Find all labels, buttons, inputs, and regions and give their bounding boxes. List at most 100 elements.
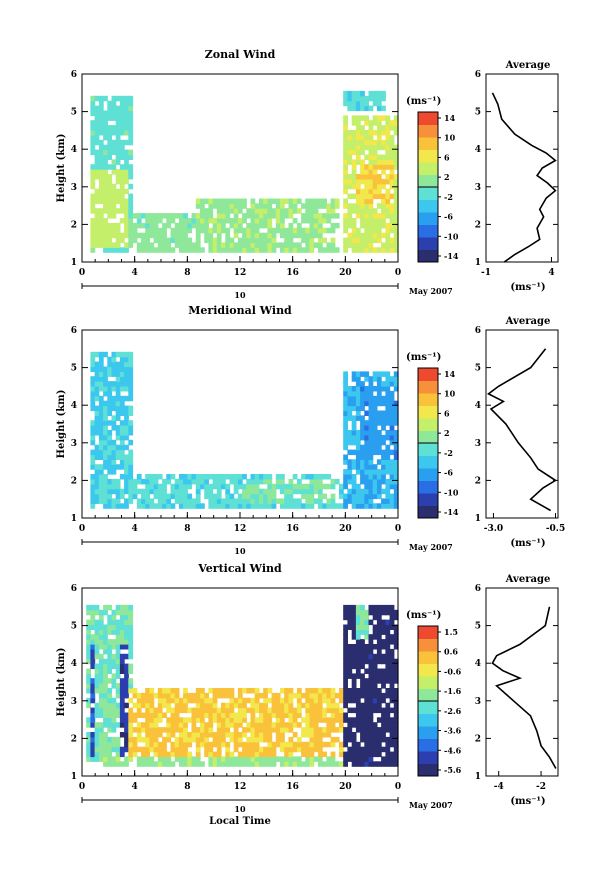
heatmap-cell [115, 134, 121, 141]
heatmap-cell [254, 761, 260, 767]
heatmap-cell [301, 741, 306, 748]
heatmap-cell [393, 115, 399, 121]
heatmap-cell [174, 692, 180, 699]
heatmap-cell [98, 232, 104, 239]
heatmap-cell [317, 707, 323, 714]
heatmap-cell [191, 722, 197, 728]
heatmap-cell [368, 95, 374, 102]
heatmap-cell [242, 746, 247, 753]
heatmap-cell [119, 614, 125, 621]
heatmap-cell [347, 405, 353, 412]
heatmap-cell [339, 488, 344, 495]
heatmap-cell [347, 658, 353, 665]
heatmap-cell [136, 692, 142, 699]
heatmap-cell [381, 95, 386, 102]
heatmap-cell [389, 139, 395, 146]
heatmap-cell [124, 376, 129, 382]
heatmap-cell [119, 247, 125, 253]
heatmap-cell [355, 644, 361, 650]
heatmap-cell [372, 707, 378, 714]
heatmap-cell [334, 203, 340, 209]
heatmap-cell [360, 653, 365, 660]
heatmap-cell [259, 493, 264, 500]
heatmap-cell [317, 717, 323, 723]
heatmap-cell [364, 183, 370, 190]
colorbar-segment [418, 393, 438, 406]
heatmap-cell [225, 717, 231, 723]
heatmap-cell [162, 756, 167, 762]
heatmap-cell [191, 503, 197, 509]
heatmap-cell [263, 712, 268, 718]
heatmap-cell [246, 498, 252, 504]
heatmap-cell [170, 717, 176, 723]
heatmap-cell [372, 741, 378, 748]
heatmap-cell [288, 227, 294, 234]
heatmap-cell [376, 203, 382, 209]
heatmap-cell [174, 717, 180, 723]
heatmap-cell [90, 454, 96, 460]
heatmap-cell [372, 722, 378, 728]
heatmap-cell [393, 213, 399, 219]
heatmap-cell [115, 386, 121, 392]
heatmap-cell [317, 702, 323, 709]
heatmap-cell [242, 727, 247, 733]
colorbar-tick-label: -2 [444, 192, 453, 202]
heatmap-cell [124, 668, 129, 674]
heatmap-cell [119, 356, 125, 363]
heatmap-cell [187, 741, 193, 748]
heatmap-cell [145, 751, 150, 758]
heatmap-cell [259, 692, 264, 699]
heatmap-cell [98, 415, 104, 421]
heatmap-cell [351, 493, 357, 500]
heatmap-cell [313, 227, 319, 234]
heatmap-cell [119, 644, 125, 650]
heatmap-cell [90, 386, 96, 392]
heatmap-cell [275, 474, 281, 480]
heatmap-cell [343, 761, 348, 767]
heatmap-cell [389, 469, 395, 475]
heatmap-cell [372, 503, 378, 509]
heatmap-cell [229, 732, 235, 738]
heatmap-cell [326, 474, 332, 480]
heatmap-cell [119, 139, 125, 146]
heatmap-cell [90, 381, 96, 387]
heatmap-cell [372, 430, 378, 436]
heatmap-cell [376, 420, 382, 426]
heatmap-cell [393, 746, 399, 753]
heatmap-cell [368, 174, 374, 180]
heatmap-cell [221, 727, 226, 733]
y-tick-label: 4 [71, 145, 77, 155]
heatmap-cell [103, 722, 108, 728]
heatmap-cell [288, 722, 294, 728]
heatmap-cell [288, 697, 294, 704]
heatmap-cell [376, 609, 382, 616]
heatmap-cell [200, 741, 205, 748]
heatmap-cell [368, 193, 374, 200]
heatmap-cell [233, 741, 239, 748]
heatmap-cell [381, 732, 386, 738]
profile-xlabel: (ms⁻¹) [510, 538, 545, 549]
heatmap-cell [322, 717, 327, 723]
heatmap-cell [309, 692, 315, 699]
heatmap-cell [149, 702, 155, 709]
heatmap-cell [98, 198, 104, 204]
colorbar-segment [418, 626, 438, 639]
heatmap-cell [149, 741, 155, 748]
heatmap-cell [191, 717, 197, 723]
x-tick-label: 20 [339, 268, 352, 278]
heatmap-cell [216, 756, 222, 762]
heatmap-cell [330, 498, 336, 504]
heatmap-cell [237, 732, 243, 738]
heatmap-cell [385, 430, 391, 436]
heatmap-cell [98, 376, 104, 382]
heatmap-cell [343, 688, 348, 694]
heatmap-cell [271, 208, 277, 214]
heatmap-cell [347, 717, 353, 723]
heatmap-cell [119, 237, 125, 244]
heatmap-cell [242, 198, 247, 204]
heatmap-cell [360, 722, 365, 728]
heatmap-cell [376, 639, 382, 645]
heatmap-cell [372, 624, 378, 630]
heatmap-cell [90, 653, 96, 660]
heatmap-cell [115, 159, 121, 165]
